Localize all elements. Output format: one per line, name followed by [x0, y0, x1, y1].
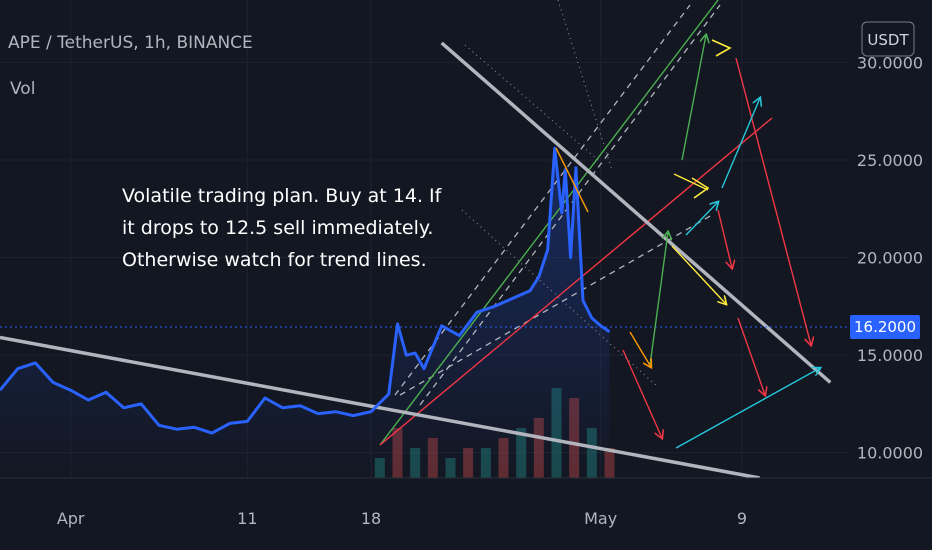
channel-dashed-line [399, 214, 713, 396]
time-scale[interactable]: Apr 11 18 May 9 [0, 477, 932, 550]
y-tick-label: 30.0000 [857, 53, 923, 72]
x-tick-label: 9 [737, 509, 747, 528]
arrow-yellow [711, 39, 732, 57]
trendline [0, 335, 760, 480]
arrow-yellow [691, 177, 710, 199]
arrow-cyan [685, 202, 718, 236]
trendline [440, 41, 832, 384]
annotation-line-1: Volatile trading plan. Buy at 14. If [122, 185, 443, 207]
trend-lines [0, 41, 832, 480]
channel-dotted-line [461, 209, 659, 388]
annotation-line-3: Otherwise watch for trend lines. [122, 249, 427, 271]
arrow-orange [555, 147, 589, 213]
arrow-green [681, 35, 706, 161]
grid-lines [0, 0, 848, 478]
symbol-title[interactable]: APE / TetherUS, 1h, BINANCE [8, 33, 253, 53]
arrow-yellow [671, 245, 726, 304]
channel-red-line [379, 117, 773, 446]
price-scale[interactable]: 10.0000 15.0000 20.0000 25.0000 30.0000 [848, 0, 932, 550]
arrow-orange [629, 331, 651, 367]
last-price-label: 16.2000 [854, 318, 916, 336]
time-scale-background [0, 478, 932, 550]
price-area [0, 148, 610, 479]
price-line [0, 146, 611, 435]
forecast-arrows [555, 35, 820, 449]
arrow-red [737, 317, 765, 395]
arrow-cyan [721, 98, 760, 189]
x-tick-label: 11 [237, 509, 257, 528]
channel-dashed-line [394, 4, 691, 396]
x-tick-label: 18 [361, 509, 381, 528]
annotation-text: Volatile trading plan. Buy at 14. If it … [122, 185, 443, 271]
price-series-line [0, 146, 611, 435]
volume-indicator-label[interactable]: Vol [10, 79, 35, 99]
arrow-green [649, 232, 668, 366]
currency-button-label[interactable]: USDT [867, 31, 909, 49]
channel-dotted-line [557, 0, 613, 171]
arrow-red [717, 209, 732, 268]
arrow-yellow [673, 173, 709, 191]
currency-button[interactable]: USDT [861, 21, 915, 57]
y-tick-label: 10.0000 [857, 444, 923, 463]
last-price-tag: 16.2000 [850, 315, 920, 339]
price-area-fill [0, 148, 610, 479]
arrow-red [622, 349, 662, 438]
price-scale-background [848, 0, 932, 550]
x-tick-label: Apr [57, 509, 85, 528]
annotation-line-2: it drops to 12.5 sell immediately. [122, 217, 433, 239]
arrow-cyan [675, 368, 820, 449]
arrow-red [735, 57, 811, 345]
y-tick-label: 15.0000 [857, 346, 923, 365]
y-tick-label: 20.0000 [857, 249, 923, 268]
x-tick-label: May [584, 509, 617, 528]
y-tick-label: 25.0000 [857, 151, 923, 170]
